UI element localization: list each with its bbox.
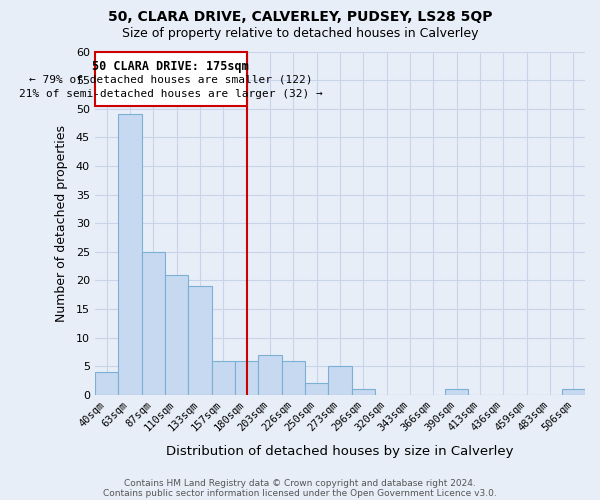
Text: ← 79% of detached houses are smaller (122): ← 79% of detached houses are smaller (12… [29, 74, 313, 85]
Bar [562, 389, 585, 395]
Bar [281, 360, 305, 395]
Bar [258, 355, 281, 395]
Bar [212, 360, 235, 395]
Bar [142, 252, 165, 395]
Bar [328, 366, 352, 395]
Bar [188, 286, 212, 395]
Bar [305, 384, 328, 395]
Bar [165, 274, 188, 395]
Y-axis label: Number of detached properties: Number of detached properties [55, 124, 68, 322]
Bar [95, 52, 247, 106]
Bar [118, 114, 142, 395]
Text: Contains HM Land Registry data © Crown copyright and database right 2024.: Contains HM Land Registry data © Crown c… [124, 478, 476, 488]
X-axis label: Distribution of detached houses by size in Calverley: Distribution of detached houses by size … [166, 444, 514, 458]
Bar [235, 360, 258, 395]
Text: 21% of semi-detached houses are larger (32) →: 21% of semi-detached houses are larger (… [19, 88, 323, 99]
Text: 50, CLARA DRIVE, CALVERLEY, PUDSEY, LS28 5QP: 50, CLARA DRIVE, CALVERLEY, PUDSEY, LS28… [108, 10, 492, 24]
Bar [445, 389, 469, 395]
Text: Size of property relative to detached houses in Calverley: Size of property relative to detached ho… [122, 28, 478, 40]
Bar [95, 372, 118, 395]
Bar [352, 389, 375, 395]
Text: Contains public sector information licensed under the Open Government Licence v3: Contains public sector information licen… [103, 488, 497, 498]
Text: 50 CLARA DRIVE: 175sqm: 50 CLARA DRIVE: 175sqm [92, 60, 249, 73]
